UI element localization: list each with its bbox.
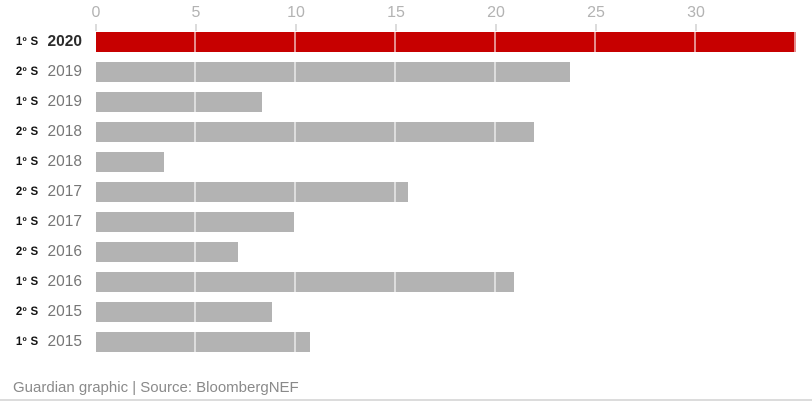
axis-tick-mark	[195, 24, 197, 31]
row-label: 1º S 2018	[0, 152, 82, 172]
row-label-year: 2018	[47, 153, 82, 170]
axis-tick-mark	[95, 24, 97, 31]
row-label: 2º S 2019	[0, 62, 82, 82]
axis-tick-mark	[695, 24, 697, 31]
axis-tick-label: 15	[387, 4, 405, 21]
bar	[96, 122, 534, 142]
row-label: 2º S 2018	[0, 122, 82, 142]
row-label-year: 2015	[47, 333, 82, 350]
axis-tick-mark	[595, 24, 597, 31]
bar	[96, 212, 294, 232]
row-label-semester: 1º S	[15, 336, 39, 348]
row-label-semester: 1º S	[15, 216, 39, 228]
bar	[96, 182, 408, 202]
row-label-year: 2020	[47, 33, 82, 50]
row-label-semester: 2º S	[15, 186, 39, 198]
chart-footer: Guardian graphic | Source: BloombergNEF	[13, 379, 299, 397]
row-label-year: 2018	[47, 123, 82, 140]
row-label-semester: 1º S	[15, 96, 39, 108]
row-label-semester: 2º S	[15, 66, 39, 78]
axis-tick-label: 10	[287, 4, 305, 21]
row-label-semester: 2º S	[15, 306, 39, 318]
row-label-semester: 1º S	[15, 276, 39, 288]
bar-highlighted	[96, 32, 796, 52]
bar	[96, 152, 164, 172]
source-credit: Guardian graphic | Source: BloombergNEF	[13, 379, 299, 396]
row-label-semester: 1º S	[15, 36, 39, 48]
axis-tick-label: 0	[91, 4, 101, 21]
bar	[96, 332, 310, 352]
bar	[96, 242, 238, 262]
row-label: 1º S 2020	[0, 32, 82, 52]
axis-tick-label: 20	[487, 4, 505, 21]
row-label: 1º S 2015	[0, 332, 82, 352]
row-label: 2º S 2017	[0, 182, 82, 202]
row-label-semester: 2º S	[15, 126, 39, 138]
axis-tick-label: 25	[587, 4, 605, 21]
row-label-year: 2017	[47, 213, 82, 230]
row-label: 1º S 2017	[0, 212, 82, 232]
bar	[96, 62, 570, 82]
row-label-semester: 2º S	[15, 246, 39, 258]
axis-tick-label: 5	[191, 4, 201, 21]
row-label-year: 2016	[47, 273, 82, 290]
axis-tick-mark	[295, 24, 297, 31]
bar	[96, 302, 272, 322]
row-label-year: 2015	[47, 303, 82, 320]
row-label: 2º S 2016	[0, 242, 82, 262]
row-label-year: 2019	[47, 93, 82, 110]
bottom-divider	[0, 399, 812, 401]
row-label-year: 2019	[47, 63, 82, 80]
row-label-year: 2017	[47, 183, 82, 200]
row-label: 1º S 2016	[0, 272, 82, 292]
axis-tick-mark	[395, 24, 397, 31]
bar	[96, 272, 514, 292]
row-label-semester: 1º S	[15, 156, 39, 168]
axis-tick-mark	[495, 24, 497, 31]
row-label: 1º S 2019	[0, 92, 82, 112]
axis-tick-label: 30	[687, 4, 705, 21]
row-label-year: 2016	[47, 243, 82, 260]
row-label: 2º S 2015	[0, 302, 82, 322]
bar	[96, 92, 262, 112]
